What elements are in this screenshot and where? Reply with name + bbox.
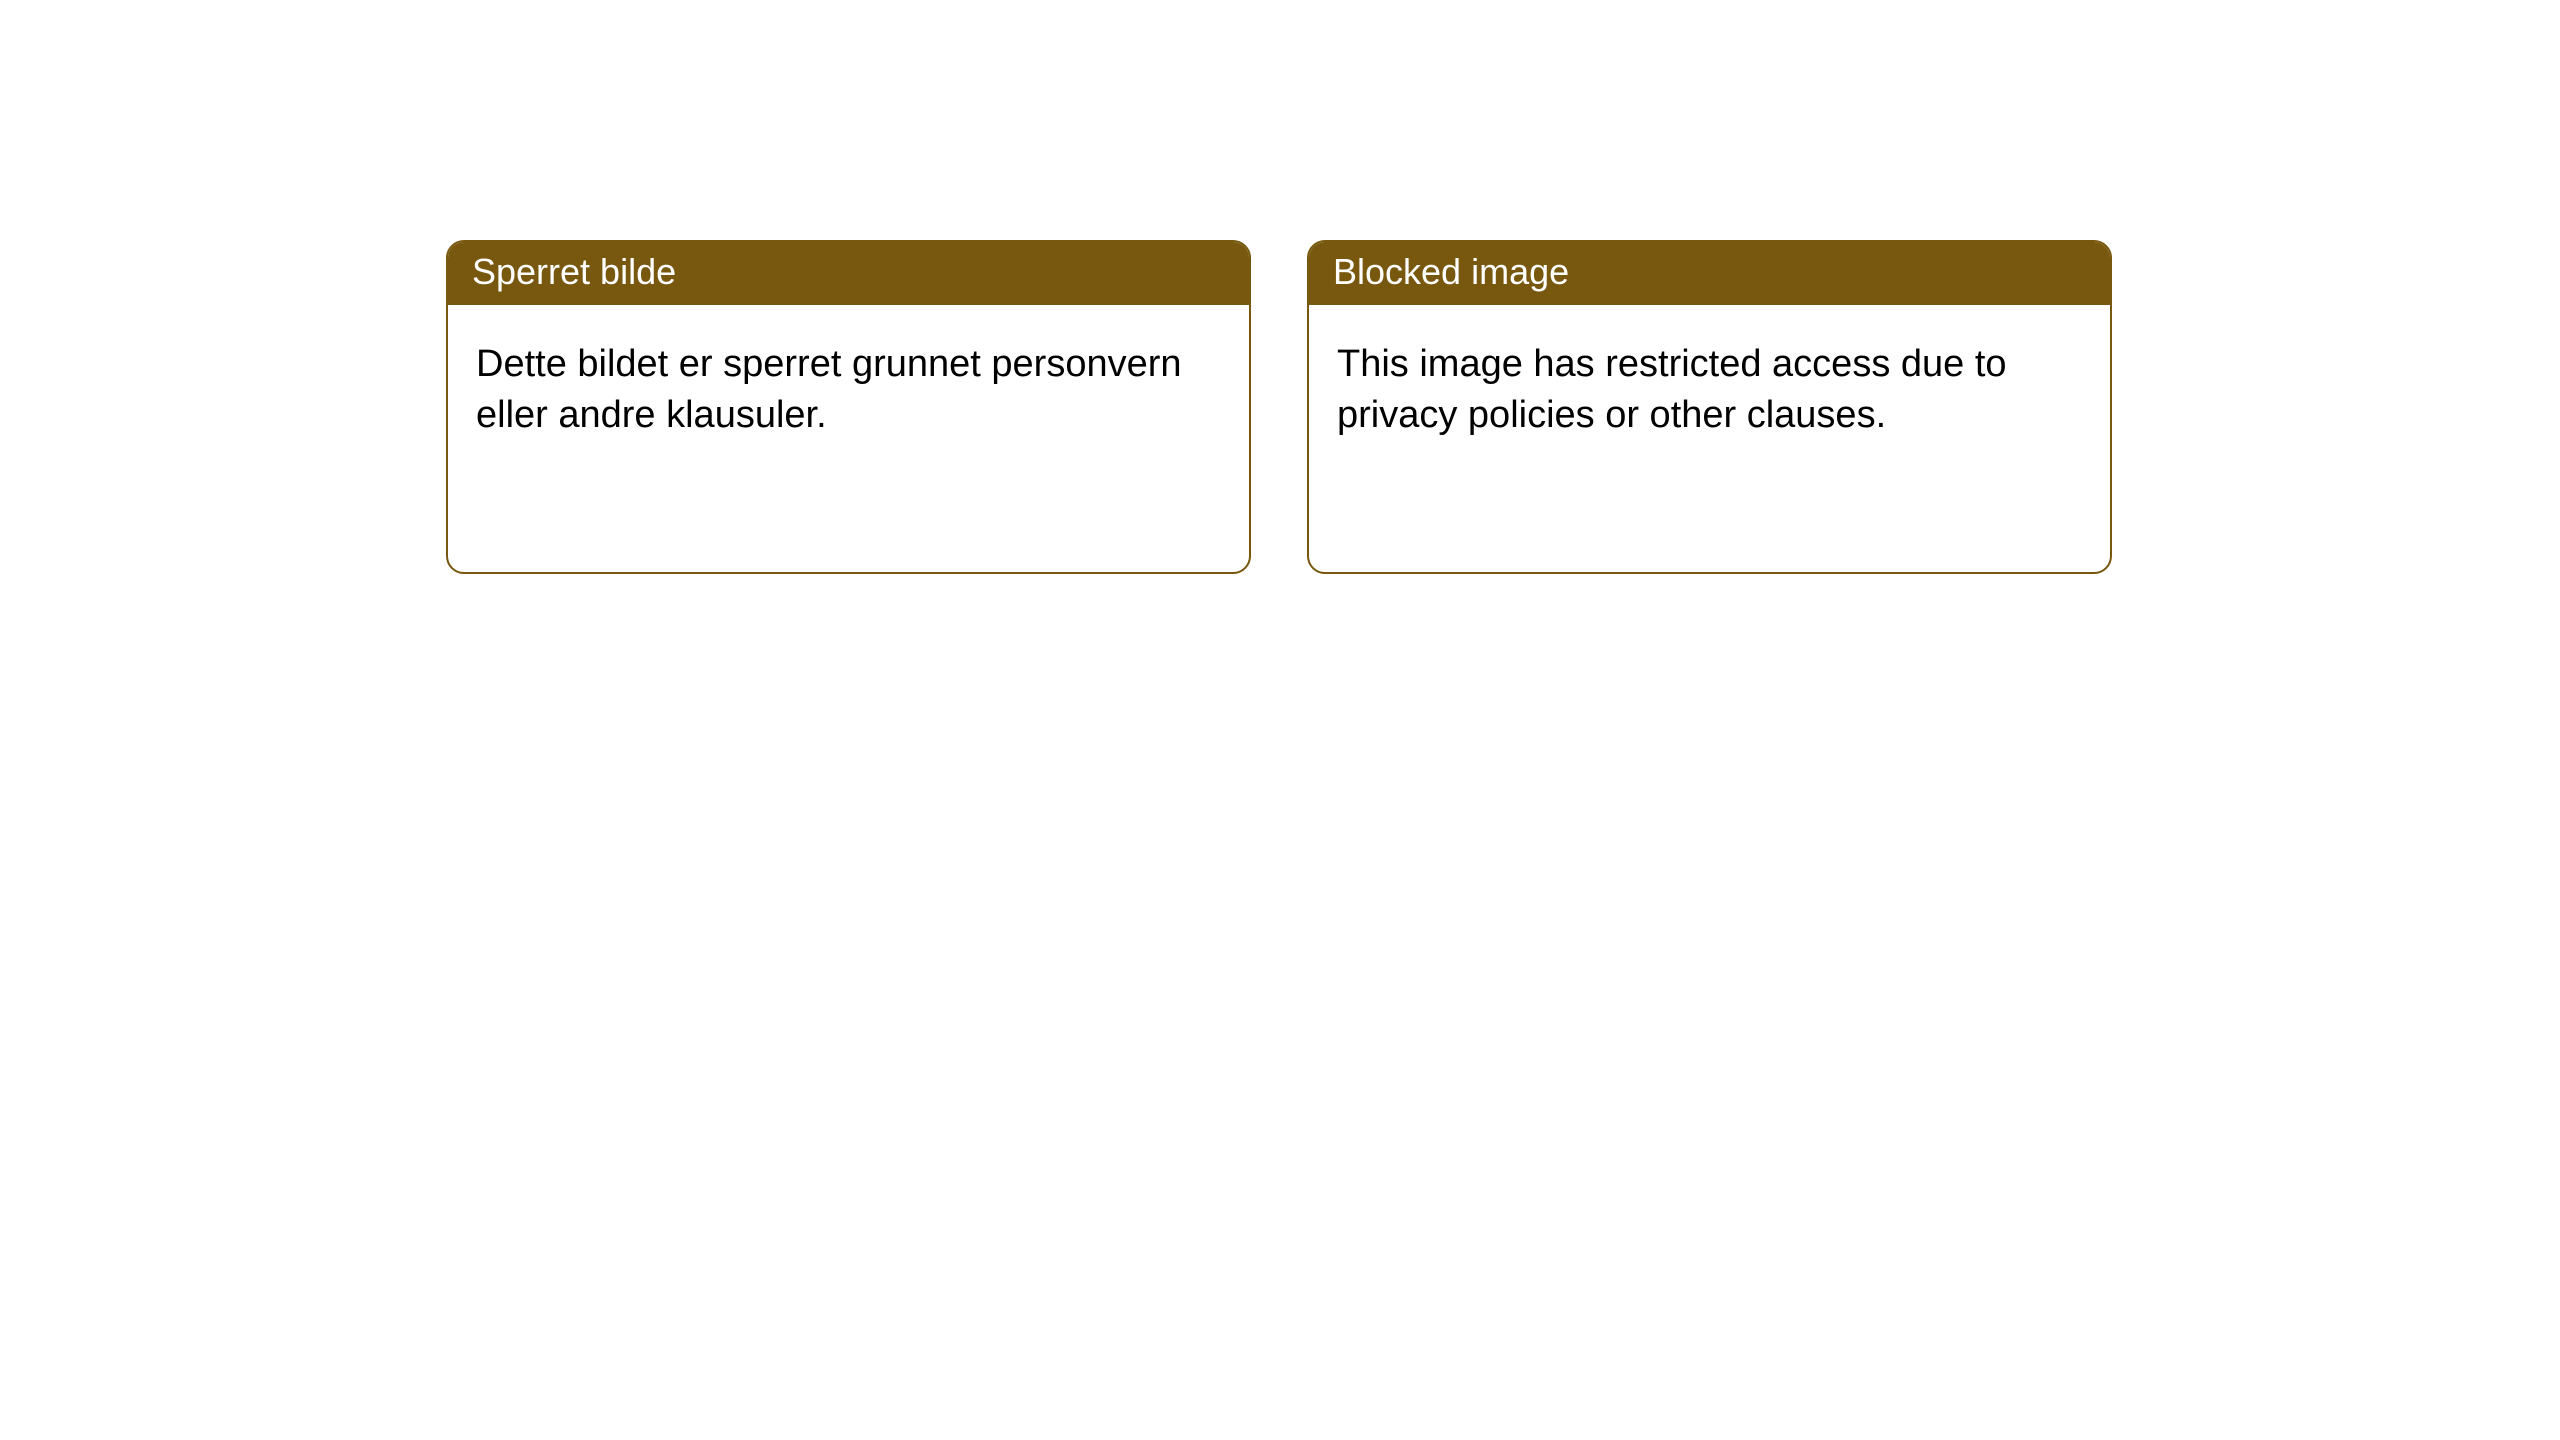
notice-cards-row: Sperret bilde Dette bildet er sperret gr…: [446, 240, 2560, 574]
notice-body: Dette bildet er sperret grunnet personve…: [448, 305, 1249, 466]
notice-card-english: Blocked image This image has restricted …: [1307, 240, 2112, 574]
notice-body: This image has restricted access due to …: [1309, 305, 2110, 466]
notice-header: Blocked image: [1309, 242, 2110, 305]
notice-header: Sperret bilde: [448, 242, 1249, 305]
notice-card-norwegian: Sperret bilde Dette bildet er sperret gr…: [446, 240, 1251, 574]
